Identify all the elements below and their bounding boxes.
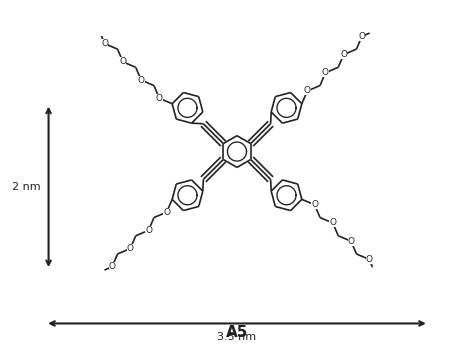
Text: O: O <box>137 76 145 85</box>
Text: O: O <box>127 244 134 253</box>
Text: O: O <box>347 237 355 246</box>
Text: O: O <box>156 94 163 103</box>
Text: O: O <box>109 262 116 271</box>
Text: O: O <box>101 39 108 48</box>
Text: O: O <box>145 226 152 235</box>
Text: O: O <box>304 86 311 95</box>
Text: O: O <box>366 255 373 264</box>
Text: 2 nm: 2 nm <box>12 182 40 192</box>
Text: O: O <box>329 219 337 228</box>
Text: O: O <box>163 208 170 217</box>
Text: A5: A5 <box>226 325 248 340</box>
Text: O: O <box>311 200 318 209</box>
Text: 3.5 nm: 3.5 nm <box>218 332 256 342</box>
Text: O: O <box>358 32 365 41</box>
Text: O: O <box>340 50 347 59</box>
Text: O: O <box>322 68 329 77</box>
Text: O: O <box>119 57 127 66</box>
